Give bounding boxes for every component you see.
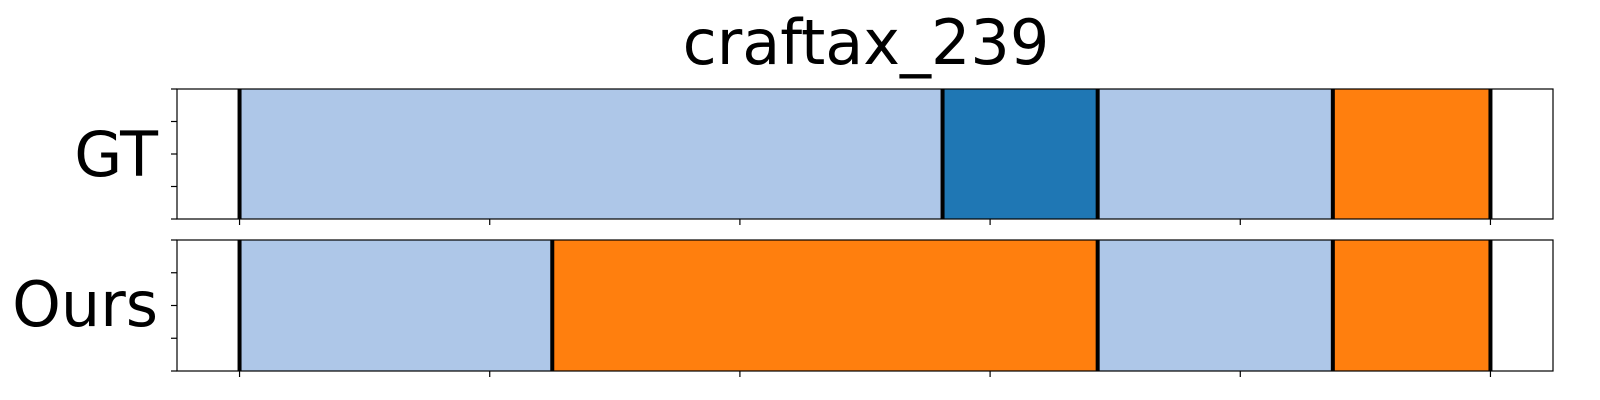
- plot-area: [171, 88, 1554, 377]
- chart-title: craftax_239: [683, 6, 1050, 79]
- segment-ours-1: [552, 240, 1098, 371]
- segment-ours-0: [239, 240, 553, 371]
- row-label-gt: GT: [74, 118, 159, 191]
- segment-gt-3: [1332, 89, 1491, 219]
- segment-gt-1: [942, 89, 1098, 219]
- segment-ours-3: [1332, 240, 1491, 371]
- segment-gt-0: [239, 89, 943, 219]
- segment-gt-2: [1097, 89, 1333, 219]
- row-label-ours: Ours: [12, 268, 158, 341]
- segment-ours-2: [1097, 240, 1333, 371]
